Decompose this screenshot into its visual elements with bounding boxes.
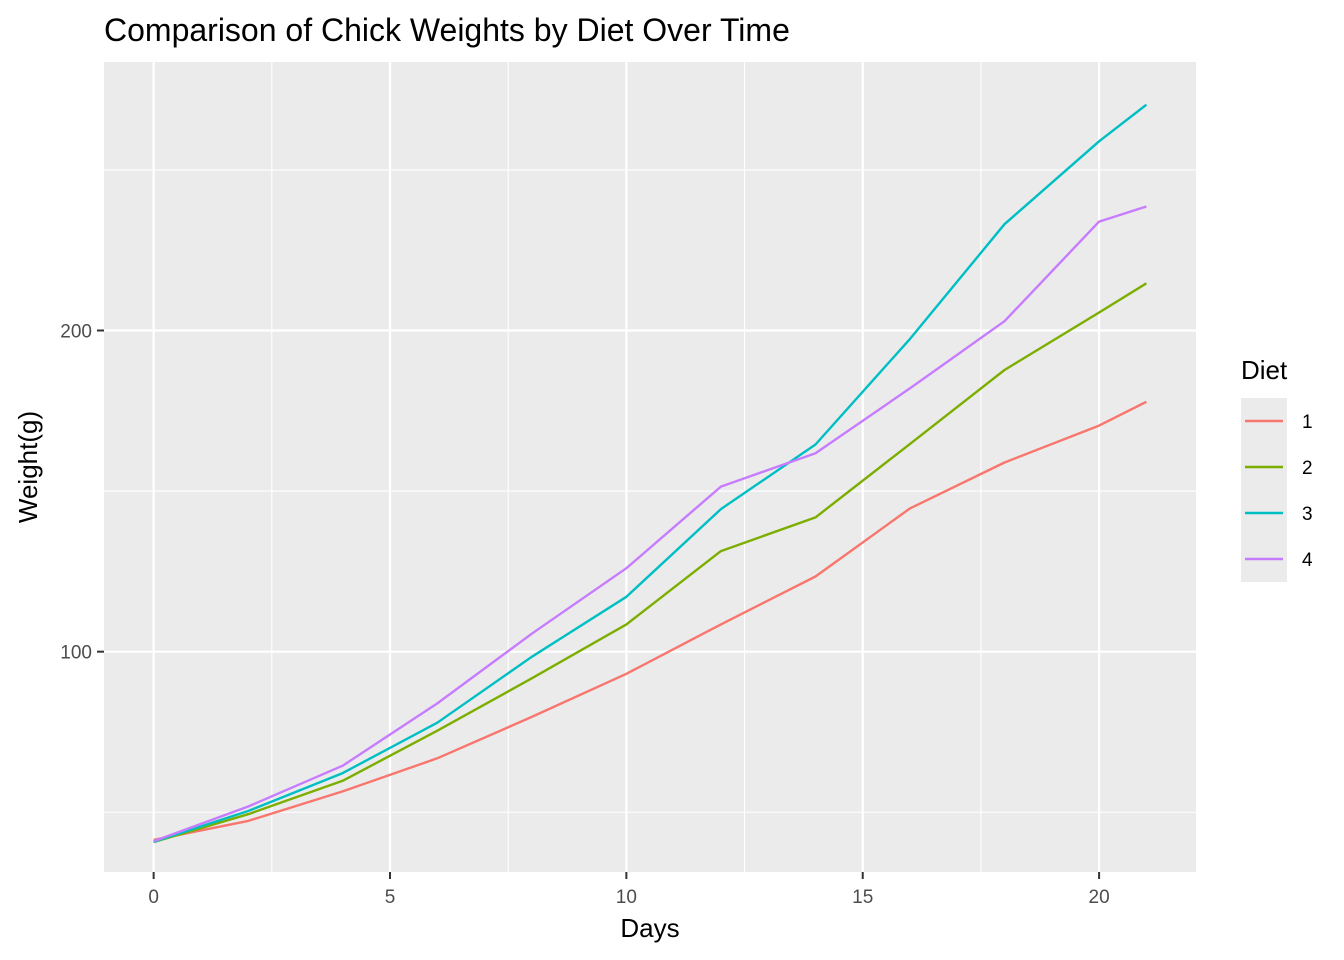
legend-key-background <box>1241 398 1287 582</box>
series-lines <box>153 103 1148 844</box>
series-line-diet-2 <box>153 282 1148 844</box>
y-tick-label: 200 <box>60 322 92 343</box>
legend: Diet 1 2 3 4 <box>1241 355 1313 582</box>
major-gridlines <box>104 62 1196 872</box>
legend-label-diet-2: 2 <box>1302 458 1313 479</box>
minor-gridlines <box>104 62 1196 872</box>
chart-title: Comparison of Chick Weights by Diet Over… <box>104 12 790 48</box>
legend-items: 1 2 3 4 <box>1245 412 1313 571</box>
legend-label-diet-1: 1 <box>1302 412 1313 433</box>
y-axis-label: Weight(g) <box>13 411 43 523</box>
x-tick-label: 20 <box>1089 887 1110 908</box>
legend-title: Diet <box>1241 355 1288 385</box>
y-axis: 100 200 <box>60 322 104 664</box>
x-tick-label: 15 <box>852 887 873 908</box>
x-tick-label: 5 <box>385 887 396 908</box>
legend-label-diet-3: 3 <box>1302 504 1313 525</box>
x-axis-label: Days <box>620 913 679 943</box>
x-tick-label: 0 <box>148 887 159 908</box>
y-tick-label: 100 <box>60 643 92 664</box>
series-line-diet-3 <box>153 103 1148 843</box>
legend-label-diet-4: 4 <box>1302 550 1313 571</box>
series-line-diet-4 <box>153 205 1147 843</box>
x-tick-label: 10 <box>616 887 637 908</box>
series-line-diet-1 <box>153 400 1147 842</box>
x-axis: 0 5 10 15 20 <box>148 872 1110 908</box>
plot-panel <box>104 62 1196 872</box>
